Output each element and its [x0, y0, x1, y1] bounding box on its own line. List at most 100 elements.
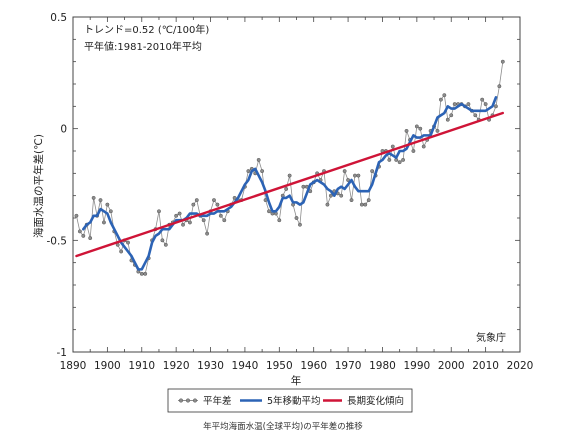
annual-anomaly-point	[449, 113, 454, 118]
annual-anomaly-point	[480, 97, 485, 102]
legend-label-moving-average: 5年移動平均	[267, 395, 321, 407]
annual-anomaly-point	[359, 202, 364, 207]
annual-anomaly-point	[126, 240, 130, 245]
annual-anomaly-point	[497, 84, 502, 89]
annual-anomaly-point	[297, 222, 302, 227]
tick-marks	[72, 16, 521, 353]
plot-frame	[72, 16, 521, 353]
annual-anomaly-point	[363, 202, 368, 207]
x-tick-label: 1930	[197, 360, 224, 372]
annual-anomaly-point	[284, 187, 289, 191]
x-tick-label: 1990	[403, 360, 430, 372]
annual-anomaly-point	[418, 126, 423, 131]
annual-anomaly-point	[246, 169, 251, 174]
annual-anomaly-point	[205, 231, 210, 236]
x-tick-label: 1890	[60, 360, 87, 372]
y-axis-label: 海面水温の平年差(℃)	[32, 134, 45, 238]
annual-anomaly-point	[160, 238, 165, 243]
annual-anomaly-point	[473, 113, 478, 118]
annual-anomaly-point	[349, 198, 354, 203]
long-term-trend-line	[75, 111, 505, 258]
annual-anomaly-point	[294, 216, 299, 220]
y-tick-label: -1	[57, 347, 67, 359]
annual-anomaly-point	[74, 213, 79, 218]
x-axis-label: 年	[291, 374, 302, 387]
legend-label-long-term-trend: 長期変化傾向	[347, 395, 404, 407]
annual-anomaly-point	[466, 102, 471, 107]
annual-anomaly-point	[191, 202, 196, 207]
annual-anomaly-point	[346, 178, 351, 182]
annual-anomaly-point	[256, 157, 261, 162]
annual-anomaly-point	[435, 128, 440, 133]
y-tick-label: -0.5	[47, 235, 68, 247]
annual-anomaly-point	[387, 157, 392, 162]
source-label: 気象庁	[476, 331, 506, 344]
annual-anomaly-point	[414, 124, 419, 129]
annual-anomaly-point	[215, 202, 220, 207]
annual-anomaly-point	[397, 160, 402, 165]
legend-swatch-annual-marker	[192, 398, 198, 403]
annual-anomaly-point	[201, 218, 206, 223]
annual-anomaly-point	[277, 218, 282, 223]
x-tick-label: 1950	[266, 360, 293, 372]
annual-anomaly-point	[163, 242, 168, 247]
annual-anomaly-point	[157, 209, 161, 214]
moving-average-line	[82, 96, 498, 271]
y-tick-label: 0	[60, 124, 67, 136]
annual-anomaly-point	[483, 102, 488, 107]
x-tick-label: 1920	[163, 360, 190, 372]
annual-anomaly-point	[366, 198, 371, 203]
x-tick-label: 2020	[507, 360, 534, 372]
annual-anomaly-point	[81, 233, 86, 238]
annual-anomaly-point	[370, 169, 375, 174]
annual-anomaly-point	[411, 149, 416, 153]
annual-anomaly-point	[218, 213, 223, 218]
annual-anomaly-point	[212, 198, 216, 203]
annual-anomaly-point	[105, 202, 110, 207]
annual-anomaly-point	[452, 102, 457, 107]
annual-anomaly-point	[139, 271, 144, 276]
annual-anomaly-point	[438, 97, 443, 102]
series-layer	[74, 59, 505, 276]
annual-anomaly-point	[108, 209, 113, 214]
annual-anomaly-point	[267, 209, 271, 214]
annual-anomaly-point	[102, 220, 106, 225]
legend: 平年差 5年移動平均 長期変化傾向	[167, 388, 413, 413]
annual-anomaly-point	[143, 271, 148, 276]
y-tick-label: 0.5	[50, 12, 67, 24]
annual-anomaly-point	[187, 220, 192, 225]
annual-anomaly-point	[445, 117, 450, 122]
legend-swatch-annual-marker	[178, 398, 184, 403]
annual-anomaly-point	[390, 144, 395, 149]
legend-item-long-term-trend: 長期変化傾向	[323, 395, 404, 407]
normal-period-annotation: 平年値:1981-2010年平均	[84, 40, 202, 53]
x-tick-label: 1960	[300, 360, 327, 372]
x-tick-label: 1970	[335, 360, 362, 372]
annual-anomaly-point	[301, 184, 306, 189]
legend-item-annual-anomaly: 平年差	[178, 395, 232, 407]
annual-anomaly-point	[177, 211, 182, 216]
annual-anomaly-line	[76, 61, 504, 275]
annual-anomaly-point	[325, 202, 330, 207]
annual-anomaly-point	[232, 195, 237, 200]
annual-anomaly-point	[356, 173, 361, 178]
annual-anomaly-point	[91, 195, 96, 200]
x-tick-label: 2000	[438, 360, 465, 372]
annual-anomaly-point	[181, 222, 185, 227]
x-tick-label: 1910	[128, 360, 155, 372]
annual-anomaly-point	[119, 249, 124, 254]
annual-anomaly-point	[493, 104, 498, 109]
annual-anomaly-point	[401, 157, 406, 162]
annual-anomaly-point	[98, 198, 103, 203]
annual-anomaly-point	[287, 173, 292, 178]
annual-anomaly-point	[260, 169, 265, 174]
annual-anomaly-point	[404, 128, 409, 133]
annual-anomaly-point	[342, 169, 347, 174]
trend-annotation: トレンド=0.52 (℃/100年)	[84, 23, 209, 36]
caption: 年平均海面水温(全球平均)の平年差の推移	[203, 421, 363, 432]
annual-anomaly-point	[222, 218, 227, 223]
annual-anomaly-point	[421, 144, 426, 149]
annual-anomaly-point	[353, 173, 357, 178]
